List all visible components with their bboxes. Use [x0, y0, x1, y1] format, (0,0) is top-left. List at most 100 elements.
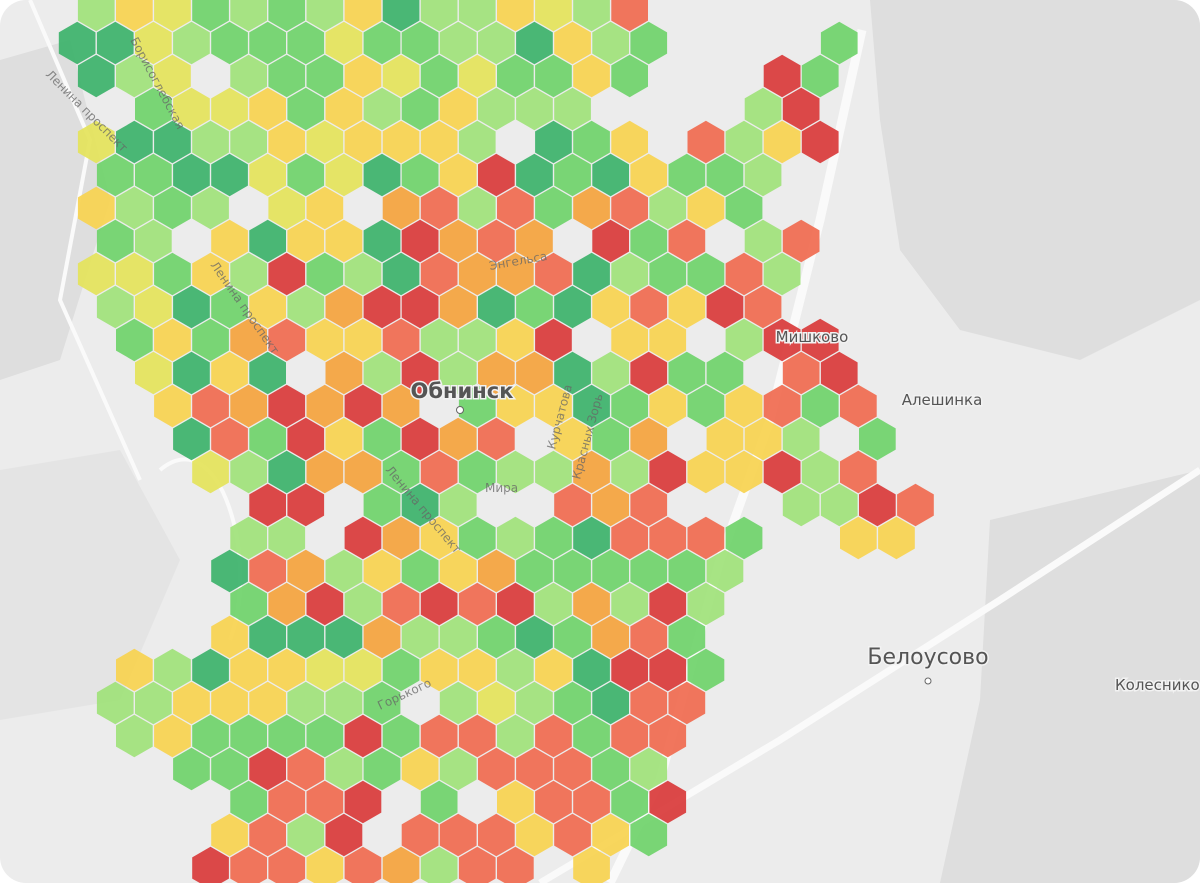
hex-cell: [439, 285, 477, 329]
hex-cell: [573, 582, 610, 626]
hex-cell: [249, 813, 286, 857]
hex-cell: [611, 0, 648, 32]
hex-cell: [687, 252, 725, 296]
hex-cell: [230, 780, 267, 824]
hex-cell: [211, 747, 248, 791]
hex-cell: [458, 714, 496, 758]
hex-cell: [420, 648, 458, 692]
hex-cell: [363, 87, 401, 131]
hex-cell: [306, 384, 344, 428]
hex-cell: [325, 21, 363, 65]
hex-cell: [249, 417, 286, 461]
hex-cell: [306, 780, 344, 824]
hex-cell: [420, 516, 458, 560]
hex-cell: [630, 417, 668, 461]
hex-cell: [649, 780, 687, 824]
hex-cell: [249, 615, 286, 659]
hex-cell: [420, 450, 458, 494]
hex-cell: [897, 483, 934, 527]
hex-cell: [630, 153, 668, 197]
hex-cell: [401, 153, 439, 197]
hex-cell: [96, 21, 134, 65]
hex-cell: [287, 285, 325, 329]
road: [28, 0, 142, 481]
hex-cell: [687, 384, 725, 428]
hex-cell: [363, 615, 401, 659]
hex-cell: [668, 549, 706, 593]
hex-cell: [478, 21, 515, 65]
hex-cell: [325, 219, 363, 263]
hex-cell: [344, 582, 382, 626]
hex-cell: [801, 384, 839, 428]
place-label: Алешинка: [902, 391, 983, 409]
hex-cell: [363, 417, 401, 461]
hex-cell: [649, 318, 687, 362]
hex-cell: [249, 747, 286, 791]
hex-cell: [268, 516, 306, 560]
hex-cell: [478, 549, 515, 593]
hex-cell: [420, 0, 458, 32]
hex-cell: [382, 120, 420, 164]
hex-cell: [687, 450, 725, 494]
hex-cell: [420, 120, 458, 164]
hex-cell: [211, 153, 248, 197]
hex-cell: [173, 285, 210, 329]
street-label: Мира: [485, 481, 518, 495]
hex-cell: [820, 21, 858, 65]
hex-cell: [382, 384, 420, 428]
hex-cell: [592, 483, 629, 527]
hex-cell: [801, 120, 839, 164]
hex-cell: [573, 186, 610, 230]
place-label: Белоусово: [867, 645, 988, 670]
hex-cell: [249, 681, 286, 725]
hex-cell: [478, 813, 515, 857]
hex-cell: [211, 285, 248, 329]
hex-cell: [535, 186, 572, 230]
hex-cell: [230, 582, 267, 626]
hex-cell: [478, 87, 515, 131]
hex-cell: [744, 417, 782, 461]
hex-cell: [192, 120, 229, 164]
hex-cell: [306, 450, 344, 494]
hex-cell: [649, 384, 687, 428]
hex-cell: [268, 120, 306, 164]
hex-cell: [287, 483, 325, 527]
hex-cell: [497, 318, 534, 362]
hex-cell: [116, 0, 153, 32]
hex-cell: [592, 21, 629, 65]
hex-cell: [401, 615, 439, 659]
hex-cell: [744, 219, 782, 263]
terrain-patch: [940, 470, 1200, 883]
hex-cell: [325, 615, 363, 659]
hex-cell: [687, 582, 725, 626]
hex-cell: [363, 285, 401, 329]
hex-cell: [154, 318, 191, 362]
hex-cell: [611, 648, 648, 692]
hex-cell: [611, 252, 648, 296]
hex-cell: [516, 681, 553, 725]
hex-cell: [344, 450, 382, 494]
hex-cell: [516, 351, 553, 395]
hex-cell: [135, 21, 172, 65]
hex-cell: [325, 813, 363, 857]
hex-cell: [649, 450, 687, 494]
hex-cell: [706, 351, 744, 395]
hex-cell: [554, 285, 591, 329]
hex-cell: [554, 483, 591, 527]
hex-cell: [859, 483, 896, 527]
hex-cell: [439, 351, 477, 395]
hex-cell: [497, 846, 534, 883]
hex-cell: [211, 219, 248, 263]
hex-cell: [611, 120, 648, 164]
hex-cell: [516, 219, 553, 263]
hex-cell: [439, 483, 477, 527]
hex-cell: [439, 681, 477, 725]
hex-cell: [516, 813, 553, 857]
hex-cell: [268, 0, 306, 32]
hex-cell: [96, 153, 134, 197]
hex-cell: [192, 0, 229, 32]
hex-cell: [535, 384, 572, 428]
hex-cell: [439, 549, 477, 593]
hex-cell: [192, 450, 229, 494]
hex-cell: [249, 153, 286, 197]
